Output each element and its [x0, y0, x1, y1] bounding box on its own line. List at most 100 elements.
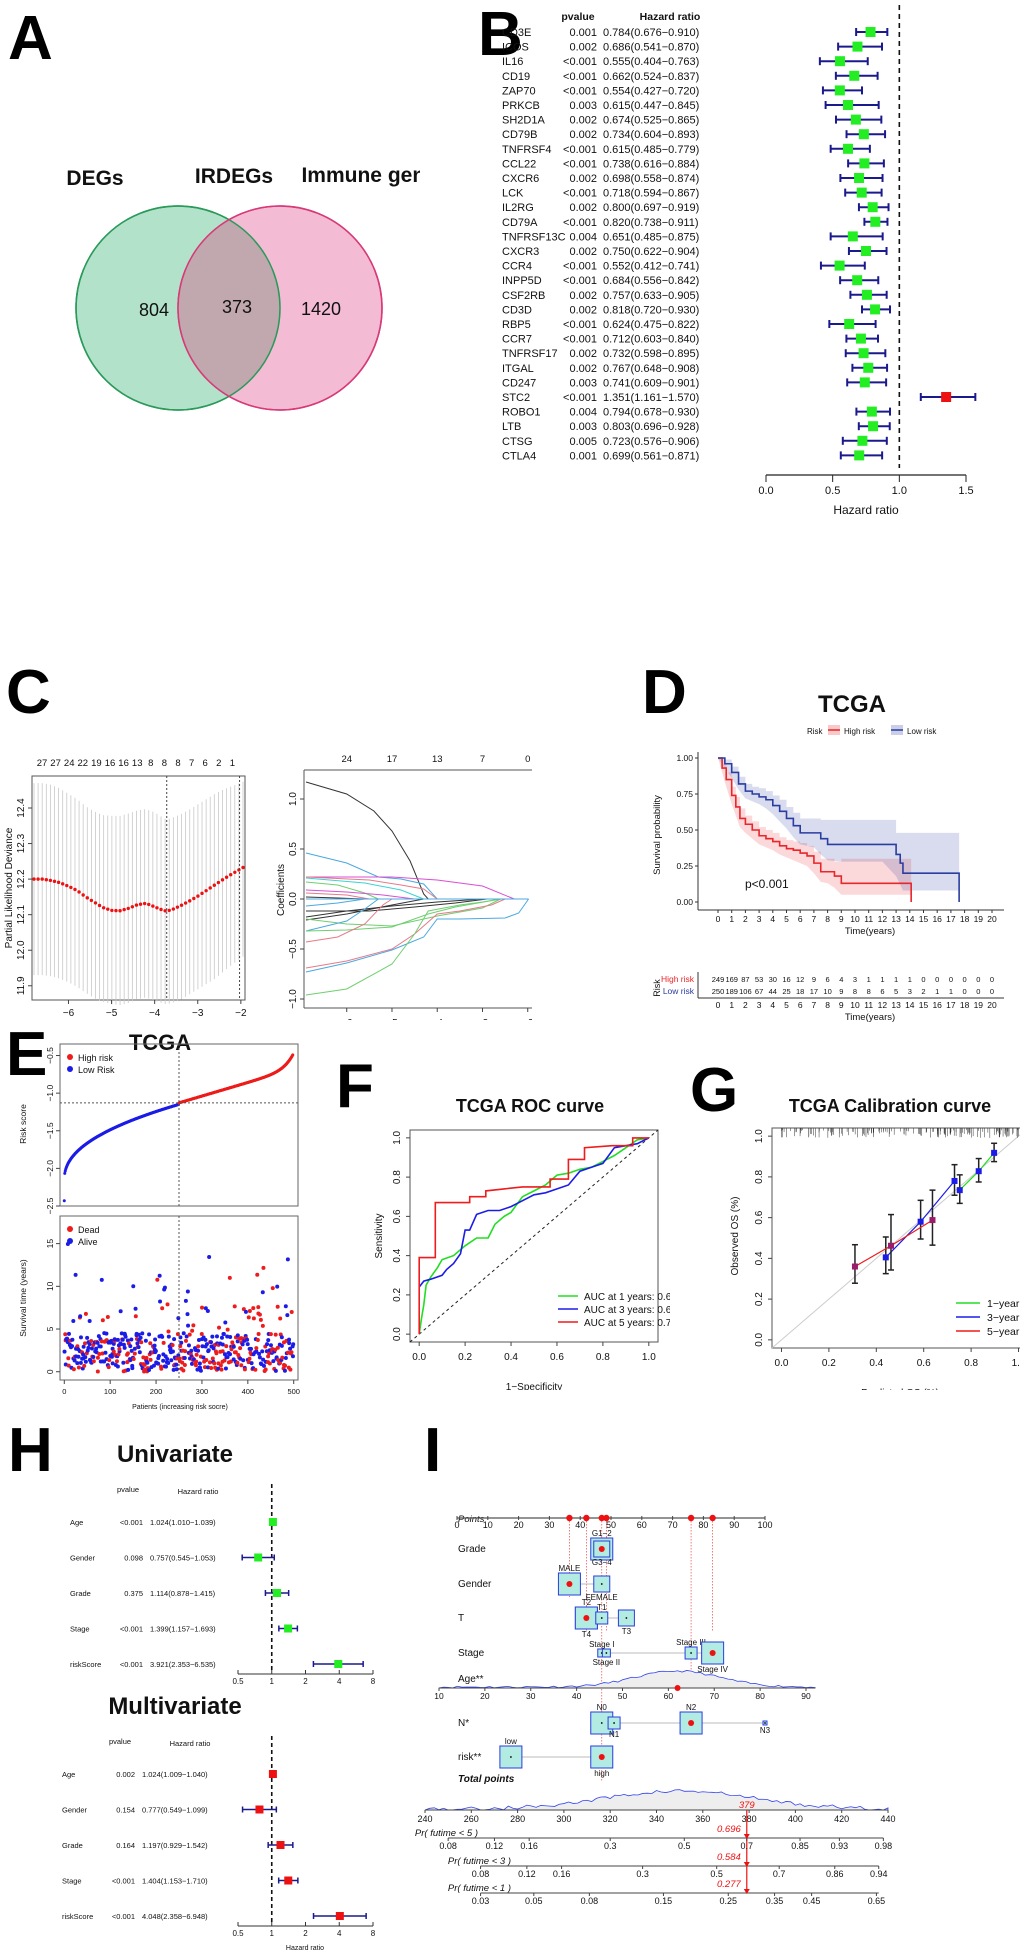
x-tick-label: 20: [987, 914, 997, 924]
pvalue-text: <0.001: [563, 71, 597, 83]
x-tick-label: 8: [825, 914, 830, 924]
deviance-point: [159, 907, 163, 912]
survival-point: [204, 1342, 209, 1347]
total-points-tick-label: 400: [788, 1814, 803, 1824]
survival-point: [200, 1344, 205, 1349]
deviance-point: [126, 906, 130, 911]
survival-point: [115, 1337, 120, 1342]
coefficient-path: [305, 781, 429, 900]
x-tick-label: −2: [235, 1008, 247, 1019]
survival-point: [254, 1349, 259, 1354]
prediction-arrow: [743, 1834, 750, 1839]
hazard-ratio-text: 0.554(0.427−0.720): [603, 85, 699, 97]
pvalue-text: 0.004: [569, 407, 597, 419]
survival-point: [242, 1367, 247, 1372]
hr-marker: [852, 275, 863, 286]
gene-label: CSF2RB: [502, 290, 545, 302]
risk-table-value: 249: [712, 975, 725, 984]
deviance-point: [208, 886, 212, 890]
y-axis-title: Partial Likelihood Deviance: [4, 827, 15, 948]
hr-marker: [335, 1912, 344, 1920]
gene-label: SH2D1A: [502, 115, 545, 127]
x-tick-label: 1.0: [892, 485, 907, 497]
selected-points-marker: [566, 1514, 573, 1522]
hr-marker: [870, 304, 881, 315]
survival-point: [241, 1307, 246, 1312]
y-tick-label: 15: [45, 1239, 55, 1249]
x-tick-label: −2: [522, 1018, 532, 1020]
level-label: Stage IV: [697, 1665, 728, 1674]
survival-point: [196, 1344, 201, 1349]
probability-tick-label: 0.3: [636, 1869, 649, 1879]
deviance-point: [77, 890, 81, 894]
total-points-tick-label: 260: [464, 1814, 479, 1824]
age-tick-label: 80: [755, 1691, 765, 1701]
survival-point: [87, 1342, 92, 1347]
survival-point: [96, 1334, 101, 1339]
survival-point: [129, 1337, 134, 1342]
survival-point: [129, 1348, 134, 1353]
hazard-ratio-text: 0.757(0.633−0.905): [603, 290, 699, 302]
survival-point: [165, 1302, 170, 1307]
survival-point: [95, 1355, 100, 1360]
coefficient-path: [305, 898, 483, 918]
nomogram-row-label: T: [458, 1613, 464, 1624]
survival-point: [261, 1265, 266, 1270]
pvalue-text: 0.005: [569, 436, 597, 448]
survival-curve: [718, 757, 960, 902]
risk-table-x-tick-label: 18: [960, 1000, 970, 1010]
probability-tick-label: 0.08: [439, 1841, 457, 1851]
hazard-ratio-text: 4.048(2.358−6.948): [142, 1912, 208, 1921]
deviance-point: [204, 888, 208, 893]
survival-point: [228, 1352, 233, 1357]
risk-table-value: 2: [921, 987, 925, 996]
survival-point: [240, 1342, 245, 1347]
deviance-point: [237, 868, 241, 872]
x-tick-label: 1: [270, 1929, 275, 1938]
survival-point: [247, 1308, 252, 1313]
survival-point: [132, 1346, 137, 1351]
y-tick-label: 0.50: [676, 825, 693, 835]
y-tick-label: 0.0: [392, 1327, 403, 1341]
hazard-ratio-text: 0.767(0.648−0.908): [603, 363, 699, 375]
top-tick-label: 27: [50, 758, 61, 769]
gene-label: ROBO1: [502, 407, 541, 419]
survival-point: [172, 1337, 177, 1342]
total-points-tick-label: 440: [880, 1814, 895, 1824]
legend-label: 1−year: [987, 1298, 1020, 1310]
pvalue-text: 0.003: [569, 100, 597, 112]
survival-point: [189, 1361, 194, 1366]
hazard-ratio-text: 3.921(2.353−6.535): [150, 1660, 216, 1669]
survival-point: [283, 1355, 288, 1360]
survival-point: [73, 1272, 78, 1277]
y-tick-label: −1.0: [45, 1084, 55, 1101]
forest-plot-genes: pvalue Hazard ratio CD3E 0.001 0.784(0.676−0…: [502, 5, 977, 517]
risk-table-value: 10: [823, 987, 831, 996]
survival-point: [99, 1339, 104, 1344]
survival-point: [70, 1337, 75, 1342]
gene-label: IL2RG: [502, 202, 534, 214]
survival-point: [220, 1342, 225, 1347]
probability-tick-label: 0.5: [710, 1869, 723, 1879]
deviance-point: [196, 894, 200, 898]
calibration-point: [882, 1254, 889, 1261]
survival-point: [196, 1338, 201, 1343]
header-hazard-ratio: Hazard ratio: [178, 1487, 219, 1496]
x-tick-label: 0.6: [917, 1358, 931, 1369]
survival-point: [198, 1365, 203, 1370]
x-tick-label: 0.8: [964, 1358, 978, 1369]
survival-point: [128, 1344, 133, 1349]
hazard-ratio-text: 0.741(0.609−0.901): [603, 377, 699, 389]
coefficient-path: [305, 898, 424, 921]
points-tick-label: 30: [544, 1520, 554, 1530]
multivariate-forest-plot: Multivariate pvalue Hazard ratio Age 0.002 1.…: [62, 1693, 376, 1952]
level-label: N2: [686, 1703, 697, 1712]
top-tick-label: 2: [216, 758, 221, 769]
deviance-point: [151, 904, 155, 908]
survival-point: [222, 1358, 227, 1363]
gene-label: ZAP70: [502, 85, 536, 97]
risk-table-value: 87: [741, 975, 749, 984]
y-tick-label: 12.4: [16, 798, 27, 818]
legend-dot: [67, 1054, 73, 1060]
survival-point: [153, 1337, 158, 1342]
